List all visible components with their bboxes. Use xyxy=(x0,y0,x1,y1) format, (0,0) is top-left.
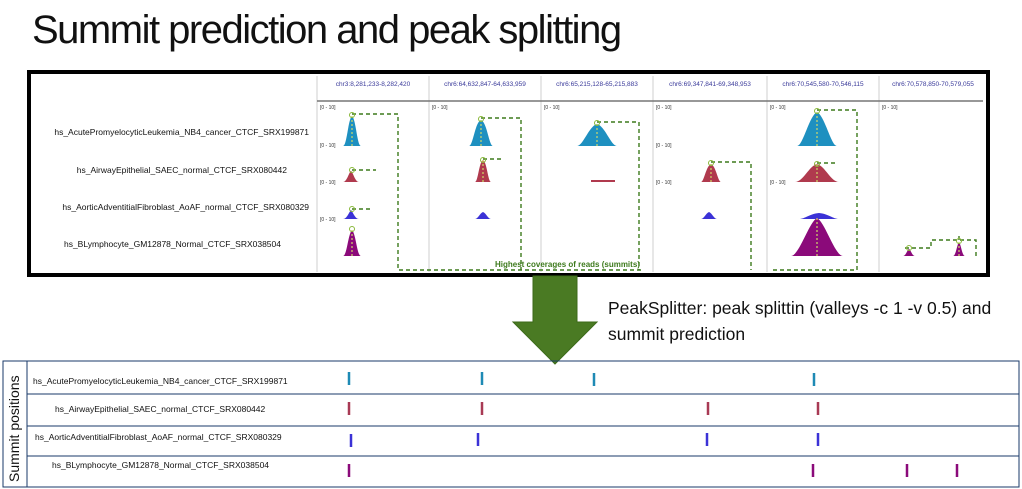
coverage-peak xyxy=(903,249,915,256)
peaksplitter-caption: PeakSplitter: peak splittin (valleys -c … xyxy=(608,298,992,344)
scale-label: [0 - 10] xyxy=(320,217,336,223)
track-label-saec: hs_AirwayEpithelial_SAEC_normal_CTCF_SRX… xyxy=(77,165,288,175)
scale-label: [0 - 10] xyxy=(320,105,336,111)
track-label-aoaf: hs_AorticAdventitialFibroblast_AoAF_norm… xyxy=(62,202,309,212)
summit-row-label-saec: hs_AirwayEpithelial_SAEC_normal_CTCF_SRX… xyxy=(55,404,266,414)
coverage-peak xyxy=(475,160,491,182)
coverage-peak xyxy=(577,124,617,146)
summit-row-nb4 xyxy=(347,372,816,386)
region-header-6: chr6:70,578,850-70,579,055 xyxy=(892,81,974,88)
region-header-3: chr6:65,215,128-65,215,883 xyxy=(556,81,638,88)
coverage-row-nb4 xyxy=(343,112,837,146)
summit-connectors xyxy=(352,109,977,271)
scale-label: [0 - 10] xyxy=(656,180,672,186)
scale-label: [0 - 10] xyxy=(320,143,336,149)
coverage-row-gm12878 xyxy=(343,218,965,256)
coverage-peak xyxy=(343,171,359,182)
region-header-2: chr6:64,632,847-64,633,959 xyxy=(444,81,526,88)
scale-label: [0 - 10] xyxy=(656,105,672,111)
track-label-nb4: hs_AcutePromyelocyticLeukemia_NB4_cancer… xyxy=(54,127,309,137)
scale-label: [0 - 10] xyxy=(432,105,448,111)
coverage-peak xyxy=(799,213,839,219)
scale-label: [0 - 10] xyxy=(882,105,898,111)
summit-row-label-gm12878: hs_BLymphocyte_GM12878_Normal_CTCF_SRX03… xyxy=(52,460,269,470)
scale-label: [0 - 10] xyxy=(770,180,786,186)
genome-browser-panel: chr3:8,281,233-8,282,420 chr6:64,632,847… xyxy=(27,70,990,277)
coverage-peak xyxy=(591,180,615,182)
scale-label: [0 - 10] xyxy=(320,180,336,186)
summit-row-aoaf xyxy=(349,433,820,447)
summit-row-label-aoaf: hs_AorticAdventitialFibroblast_AoAF_norm… xyxy=(35,432,282,442)
scale-label: [0 - 10] xyxy=(770,105,786,111)
coverage-peak xyxy=(475,212,491,219)
region-header-5: chr6:70,545,580-70,546,115 xyxy=(782,81,864,88)
coverage-tracks: chr3:8,281,233-8,282,420 chr6:64,632,847… xyxy=(54,76,983,272)
summit-row-gm12878 xyxy=(347,464,959,477)
scale-label: [0 - 10] xyxy=(544,105,560,111)
region-header-1: chr3:8,281,233-8,282,420 xyxy=(336,81,411,88)
summit-positions-panel: Summit positions hs_AcutePromyelocyticLe… xyxy=(2,360,1020,488)
coverage-peak xyxy=(701,212,717,219)
down-arrow-icon xyxy=(511,275,599,365)
region-header-4: chr6:69,347,841-69,348,953 xyxy=(669,81,751,88)
summit-annotation: Highest coverages of reads (summits) xyxy=(495,260,640,269)
summit-row-label-nb4: hs_AcutePromyelocyticLeukemia_NB4_cancer… xyxy=(33,376,288,386)
coverage-peak xyxy=(343,210,359,219)
coverage-row-saec xyxy=(343,160,839,182)
summit-row-saec xyxy=(347,402,820,415)
coverage-peak xyxy=(953,242,965,256)
coverage-row-aoaf xyxy=(343,210,839,219)
coverage-peak xyxy=(791,218,843,256)
track-label-gm12878: hs_BLymphocyte_GM12878_Normal_CTCF_SRX03… xyxy=(64,239,281,249)
coverage-peak xyxy=(343,116,361,146)
slide-title: Summit prediction and peak splitting xyxy=(32,8,622,52)
summit-axis-label: Summit positions xyxy=(6,375,22,482)
scale-label: [0 - 10] xyxy=(656,143,672,149)
